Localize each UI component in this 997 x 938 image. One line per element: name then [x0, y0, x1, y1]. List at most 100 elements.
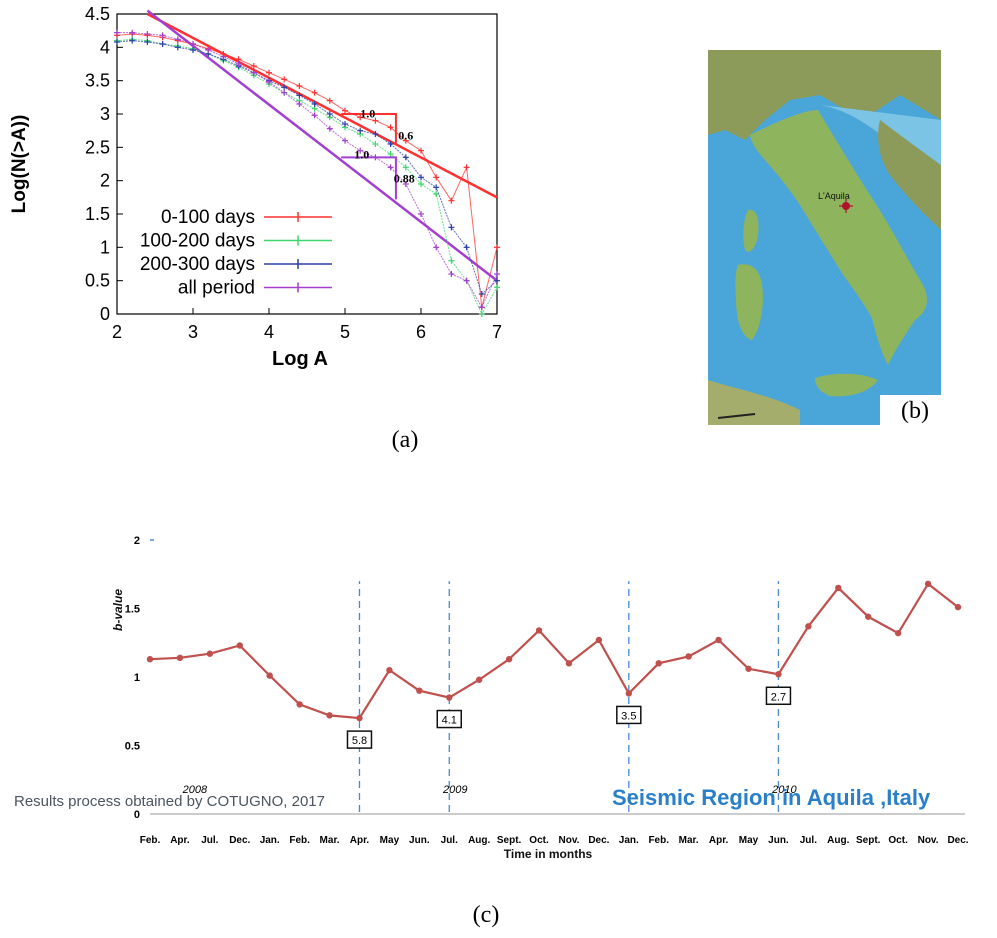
a-data-point — [326, 111, 333, 117]
c-data-point — [835, 584, 842, 592]
a-data-point — [129, 37, 136, 44]
a-data-point — [159, 32, 166, 39]
c-xtick-label: Feb. — [648, 835, 669, 846]
c-xtick-label: Jul. — [800, 835, 817, 846]
map-caption-box — [880, 395, 941, 425]
c-xtick-label: Mar. — [320, 835, 340, 846]
a-data-point — [311, 89, 318, 96]
a-data-point — [250, 69, 257, 76]
a-ytick-label: 0.5 — [85, 271, 110, 291]
c-data-point — [924, 580, 932, 588]
c-year-label: 2008 — [182, 784, 208, 796]
panel-a-ticks: 2 3 4 5 6 7 0 0.5 1 1.5 2 2.5 3 3.5 4 4.5 — [85, 4, 502, 342]
a-data-point — [144, 31, 151, 37]
c-xtick-label: Apr. — [170, 835, 190, 846]
caption-a: (a) — [392, 427, 419, 453]
c-data-point — [266, 672, 273, 679]
map-italy-peninsula — [750, 110, 927, 365]
a-data-point — [387, 124, 394, 131]
a-ytick-label: 2.5 — [85, 137, 110, 157]
a-data-point — [296, 83, 303, 89]
map-sicily — [815, 373, 878, 397]
a-data-point — [478, 311, 485, 317]
c-event-label: 3.5 — [621, 710, 636, 722]
c-event-label: 2.7 — [771, 691, 786, 703]
panel-a-chart: 2 3 4 5 6 7 0 0.5 1 1.5 2 2.5 3 3.5 4 4.5 1.0 0.6 1.0 0.88… — [9, 4, 502, 370]
c-data-point — [416, 687, 423, 694]
a-data-point — [448, 197, 455, 204]
c-data-point — [685, 653, 692, 660]
location-marker-icon — [839, 199, 853, 213]
c-xtick-label: Jun. — [409, 835, 430, 846]
c-data-point — [176, 654, 184, 662]
a-ytick-label: 1.5 — [85, 204, 110, 224]
c-xtick-label: May — [380, 835, 400, 846]
c-xtick-label: Jul. — [201, 835, 218, 846]
panel-b-map: L'Aquila — [708, 50, 941, 425]
c-series-line — [149, 582, 959, 720]
a-data-point — [296, 101, 303, 107]
c-xtick-label: Jul. — [441, 835, 458, 846]
c-data-point — [565, 660, 573, 667]
a-legend-label: 100-200 days — [140, 231, 255, 252]
a-data-point — [448, 224, 455, 231]
a-data-point — [372, 117, 379, 124]
a-ytick-label: 3 — [100, 104, 110, 124]
a-data-point — [129, 29, 136, 36]
a-data-point — [463, 164, 470, 171]
a-data-point — [494, 244, 500, 251]
map-north-land — [708, 50, 941, 140]
panel-c-ylabel: b-value — [111, 589, 125, 631]
map-scale-bar — [717, 413, 756, 419]
a-ytick-label: 0 — [100, 304, 110, 324]
a-data-point — [266, 69, 272, 76]
c-xtick-label: Nov. — [558, 835, 579, 846]
panel-a-ylabel: Log(N(>A)) — [9, 115, 30, 214]
c-xtick-label: Jun. — [768, 835, 789, 846]
c-xtick-label: Apr. — [709, 835, 729, 846]
c-data-point — [625, 690, 633, 697]
c-data-point — [206, 650, 214, 657]
a-data-point — [296, 92, 303, 99]
c-xtick-label: Aug. — [468, 835, 490, 846]
a-data-point — [387, 151, 394, 157]
a-data-point — [144, 39, 151, 45]
c-xtick-label: Jan. — [260, 835, 280, 846]
c-data-point — [386, 666, 393, 674]
c-ytick-label: 2 — [134, 535, 140, 547]
c-event-label: 4.1 — [442, 715, 457, 727]
map-corsica — [743, 209, 759, 252]
a-xtick-label: 7 — [492, 322, 502, 342]
a-ytick-label: 4 — [100, 37, 110, 57]
panel-c-event-lines: 5.8 4.1 3.5 2.7 — [346, 581, 792, 812]
a-data-point — [205, 47, 212, 53]
c-xtick-label: Apr. — [350, 835, 370, 846]
a-data-point — [478, 291, 485, 297]
a-ytick-label: 3.5 — [85, 71, 110, 91]
a-data-point — [311, 112, 318, 119]
a-data-point — [357, 114, 364, 121]
a-data-point — [448, 271, 455, 277]
a-data-point — [463, 277, 470, 284]
caption-c: (c) — [473, 902, 500, 928]
a-data-point — [418, 147, 424, 154]
c-data-point — [146, 655, 154, 663]
panel-a-xlabel: Log A — [272, 348, 328, 370]
a-data-point — [220, 53, 227, 60]
a-data-point — [326, 125, 333, 132]
a-legend-label: 200-300 days — [140, 254, 255, 275]
a-data-point — [418, 174, 424, 181]
c-data-point — [775, 671, 782, 678]
a-slope-triangle — [341, 156, 397, 200]
c-ytick-label: 0.5 — [125, 741, 140, 753]
c-data-point — [894, 629, 902, 637]
c-event-box — [436, 709, 463, 729]
panel-c-yticks: 0 0.5 1 1.5 2 — [125, 535, 154, 821]
a-slope-triangle — [341, 113, 397, 144]
a-data-point — [250, 63, 257, 69]
a-data-point — [372, 131, 379, 137]
c-xtick-label: Oct. — [888, 835, 908, 846]
a-data-point — [494, 277, 500, 284]
